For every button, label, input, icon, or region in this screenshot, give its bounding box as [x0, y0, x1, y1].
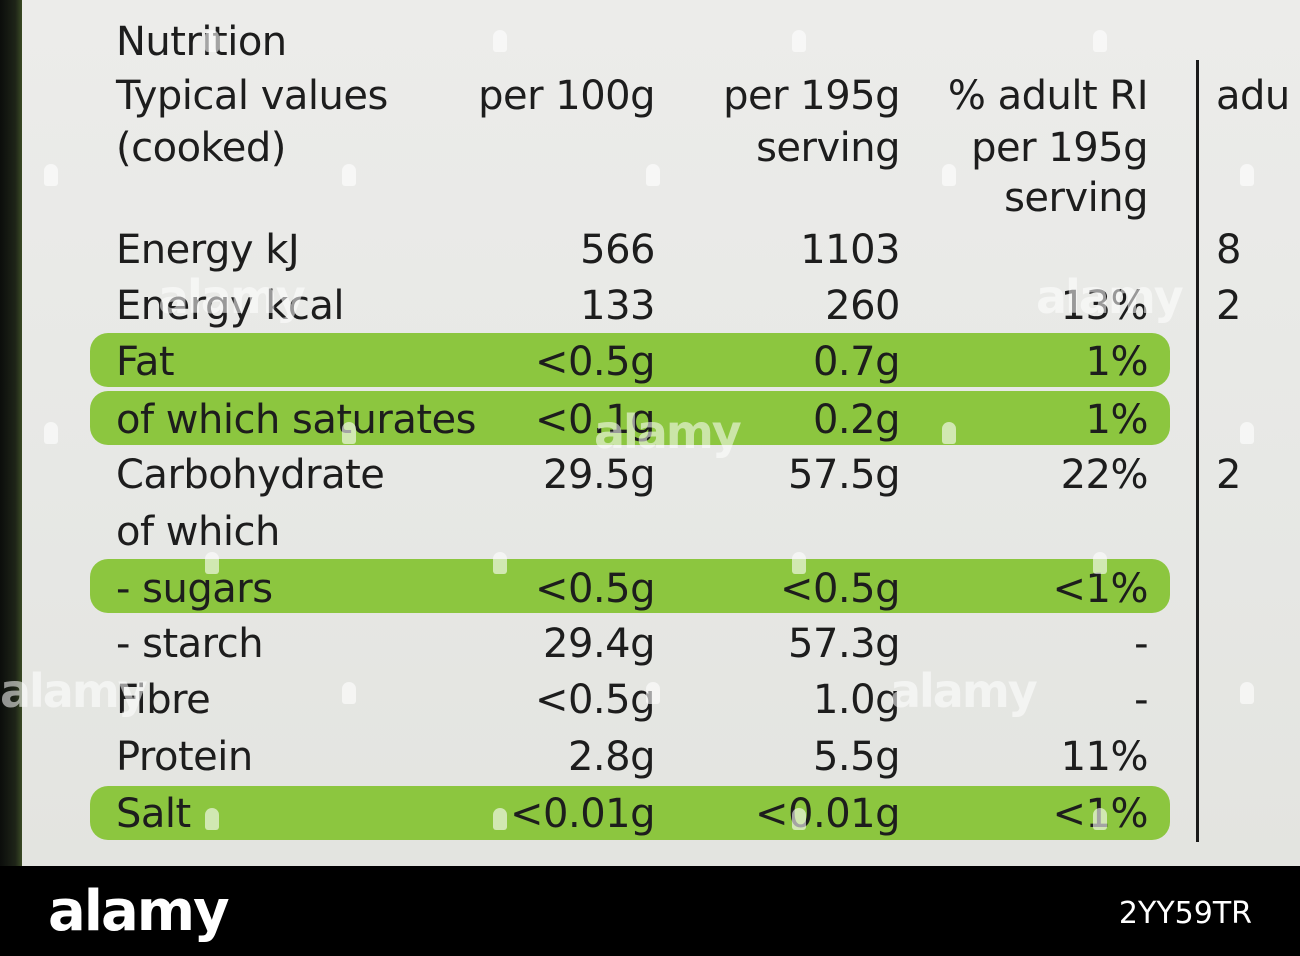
row-label: - sugars	[116, 566, 273, 612]
watermark: alamy	[890, 664, 1038, 718]
row-per-serving: <0.01g	[755, 791, 900, 837]
table-title: Nutrition	[116, 19, 287, 65]
watermark-mark	[493, 808, 507, 830]
watermark-mark	[342, 164, 356, 186]
row-label: - starch	[116, 621, 264, 667]
highlight-band-saturates	[90, 391, 1170, 445]
row-cut-off: 2	[1216, 283, 1241, 329]
watermark: alamy	[1036, 270, 1184, 324]
watermark-mark	[205, 808, 219, 830]
row-adult-ri: 11%	[1060, 734, 1149, 780]
row-label: Protein	[116, 734, 253, 780]
watermark-mark	[342, 422, 356, 444]
header-ri-per-195g: per 195g	[971, 125, 1148, 171]
stock-image-id: 2YY59TR	[1118, 896, 1252, 931]
row-cut-off: 8	[1216, 227, 1241, 273]
header-ri-serving: serving	[1004, 175, 1148, 221]
row-per-serving: 1103	[800, 227, 900, 273]
header-per-100g: per 100g	[478, 73, 655, 119]
row-per-serving: 57.5g	[788, 452, 900, 498]
header-adult-ri: % adult RI	[947, 73, 1149, 119]
header-typical-values: Typical values	[116, 73, 388, 119]
row-per-100g: 2.8g	[567, 734, 656, 780]
row-per-100g: 133	[580, 283, 655, 329]
watermark-mark	[1093, 552, 1107, 574]
row-adult-ri: -	[1134, 677, 1148, 723]
stock-logo: alamy	[48, 879, 230, 944]
watermark-mark	[1240, 682, 1254, 704]
watermark-mark	[1240, 422, 1254, 444]
row-cut-off: 2	[1216, 452, 1241, 498]
column-divider	[1196, 60, 1199, 842]
row-label: of which	[116, 509, 280, 555]
row-label: Energy kcal	[116, 283, 345, 329]
watermark-mark	[792, 30, 806, 52]
watermark: alamy	[0, 664, 148, 718]
header-serving: serving	[756, 125, 900, 171]
watermark-mark	[1093, 30, 1107, 52]
watermark-mark	[205, 552, 219, 574]
row-label: Fat	[116, 339, 175, 385]
row-per-100g: <0.01g	[510, 791, 655, 837]
dark-edge	[0, 0, 22, 866]
watermark-mark	[205, 30, 219, 52]
row-per-serving: 5.5g	[812, 734, 901, 780]
row-label: Salt	[116, 791, 191, 837]
row-per-100g: 29.4g	[543, 621, 655, 667]
watermark: alamy	[594, 405, 742, 459]
highlight-band-fat	[90, 333, 1170, 387]
row-per-100g: <0.1g	[534, 397, 656, 443]
header-per-195g: per 195g	[723, 73, 900, 119]
stock-footer	[0, 866, 1300, 956]
row-per-serving: 57.3g	[788, 621, 900, 667]
row-adult-ri: 1%	[1085, 397, 1149, 443]
row-per-100g: 566	[580, 227, 655, 273]
row-per-100g: <0.5g	[534, 566, 656, 612]
watermark-mark	[942, 164, 956, 186]
header-cooked: (cooked)	[116, 125, 286, 171]
watermark-mark	[792, 552, 806, 574]
row-per-100g: <0.5g	[534, 339, 656, 385]
row-per-serving: 260	[825, 283, 900, 329]
watermark-mark	[342, 682, 356, 704]
row-per-serving: 0.7g	[812, 339, 901, 385]
watermark-mark	[493, 30, 507, 52]
header-cut-off: adu	[1216, 73, 1290, 119]
row-per-serving: 1.0g	[812, 677, 901, 723]
highlight-band-salt	[90, 786, 1170, 840]
watermark-mark	[44, 422, 58, 444]
row-adult-ri: -	[1134, 621, 1148, 667]
row-label: Fibre	[116, 677, 211, 723]
row-per-serving: 0.2g	[812, 397, 901, 443]
watermark-mark	[942, 422, 956, 444]
watermark-mark	[646, 682, 660, 704]
row-label: of which saturates	[116, 397, 476, 443]
watermark-mark	[44, 164, 58, 186]
row-per-100g: 29.5g	[543, 452, 655, 498]
row-adult-ri: 22%	[1060, 452, 1149, 498]
highlight-band-sugars	[90, 559, 1170, 613]
row-per-100g: <0.5g	[534, 677, 656, 723]
watermark-mark	[493, 552, 507, 574]
row-adult-ri: 13%	[1060, 283, 1149, 329]
watermark-mark	[1093, 808, 1107, 830]
watermark-mark	[792, 808, 806, 830]
row-label: Energy kJ	[116, 227, 300, 273]
watermark-mark	[1240, 164, 1254, 186]
watermark: alamy	[158, 270, 306, 324]
row-label: Carbohydrate	[116, 452, 385, 498]
row-adult-ri: 1%	[1085, 339, 1149, 385]
watermark-mark	[646, 164, 660, 186]
